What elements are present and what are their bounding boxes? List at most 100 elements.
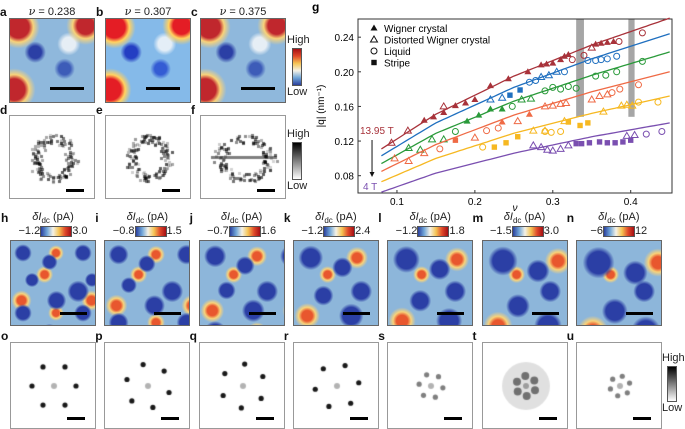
colorbar-gradient (603, 226, 635, 237)
colorbar-min: −1.2 (301, 225, 323, 237)
data-point-open-triangle (371, 36, 378, 42)
data-point-filled-square (579, 141, 584, 146)
colorbar-unit-label: δIdc (pA) (576, 211, 662, 225)
colorbar (292, 48, 302, 86)
scale-bar (437, 312, 464, 315)
nu-value: = 0.375 (226, 6, 266, 18)
y-tick-label: 0.12 (335, 137, 355, 148)
nu-value: = 0.307 (131, 6, 171, 18)
scale-bar (146, 87, 180, 90)
scale-bar (249, 312, 276, 315)
fft-pattern (106, 116, 191, 199)
data-point-filled-square (577, 123, 582, 128)
colorbar: −0.8 1.5 (104, 225, 190, 237)
panel-label: i (95, 211, 98, 225)
panel-label: l (378, 211, 381, 225)
data-point-open-triangle (514, 118, 521, 124)
fft-map (200, 115, 286, 199)
data-point-filled-triangle (487, 82, 494, 88)
unit-symbol: δI (504, 211, 513, 223)
data-point-open-triangle (631, 132, 638, 138)
x-tick-label: 0.1 (390, 197, 404, 208)
colorbar-max: 1.5 (167, 225, 182, 237)
scale-bar (162, 189, 180, 192)
unit-text: (pA) (333, 211, 357, 223)
panel-label: d (0, 103, 7, 117)
real-space-map (105, 18, 191, 103)
data-point-filled-square (605, 140, 610, 145)
panel-label: j (190, 211, 193, 225)
panel-label: k (284, 211, 291, 225)
data-point-open-circle (561, 69, 567, 75)
fft-map (482, 342, 568, 429)
unit-text: (pA) (616, 211, 640, 223)
colorbar: −1.2 3.0 (10, 225, 96, 237)
fft-map (387, 342, 473, 429)
scale-bar (50, 87, 84, 90)
data-point-open-triangle (588, 96, 595, 102)
colorbar-high-label: High (662, 352, 685, 364)
data-point-open-circle (480, 144, 486, 150)
panel-label: r (284, 329, 289, 343)
shaded-band (576, 19, 584, 117)
fft-map (9, 115, 95, 199)
current-map (293, 240, 379, 326)
colorbar-min: −1.2 (396, 225, 418, 237)
colorbar-high-label: High (287, 128, 310, 140)
scale-bar (532, 312, 559, 315)
data-point-open-circle (495, 125, 501, 131)
x-tick-label: 0.2 (468, 197, 482, 208)
data-point-filled-square (585, 120, 590, 125)
scale-bar (256, 417, 274, 420)
panel-label: a (0, 5, 7, 19)
data-point-open-circle (635, 82, 641, 88)
data-point-filled-triangle (464, 118, 471, 124)
data-point-filled-square (573, 141, 578, 146)
data-point-open-circle (452, 129, 458, 135)
data-point-open-circle (437, 146, 443, 152)
current-map (199, 240, 285, 326)
data-point-filled-square (628, 137, 633, 142)
colorbar-gradient (229, 226, 261, 237)
data-point-open-triangle (623, 132, 630, 138)
data-point-open-triangle (596, 93, 603, 99)
data-point-open-circle (604, 56, 610, 62)
unit-text: (pA) (427, 211, 451, 223)
nu-value: = 0.238 (35, 6, 75, 18)
data-point-open-circle (616, 39, 622, 45)
y-tick-label: 0.20 (335, 68, 355, 79)
data-point-filled-triangle (371, 25, 378, 31)
data-point-filled-square (620, 139, 625, 144)
data-point-open-triangle (405, 157, 412, 163)
data-point-open-circle (617, 86, 623, 92)
legend-label: Wigner crystal (384, 24, 447, 35)
panel-label: n (567, 211, 574, 225)
colorbar-gradient (40, 226, 72, 237)
data-point-open-circle (603, 72, 609, 78)
unit-subscript: dc (41, 216, 49, 225)
colorbar-low-label: Low (287, 180, 307, 192)
current-map (387, 240, 473, 326)
data-point-filled-square (517, 87, 522, 92)
unit-subscript: dc (607, 216, 615, 225)
fit-line (381, 34, 669, 156)
data-point-open-triangle (471, 134, 478, 140)
data-point-open-circle (643, 131, 649, 137)
data-point-open-circle (639, 30, 645, 36)
data-point-filled-square (503, 140, 508, 145)
data-point-open-circle (614, 69, 620, 75)
data-point-filled-square (612, 140, 617, 145)
panel-label: h (1, 211, 8, 225)
colorbar-min: −1.5 (490, 225, 512, 237)
panel-label: t (473, 329, 477, 343)
scale-bar (350, 417, 368, 420)
colorbar-low-label: Low (287, 86, 307, 98)
data-point-open-circle (558, 86, 564, 92)
scale-bar (633, 417, 651, 420)
colorbar-max: 12 (635, 225, 647, 237)
data-point-open-triangle (440, 103, 447, 109)
unit-symbol: δI (598, 211, 607, 223)
x-tick-label: 0.3 (546, 197, 560, 208)
x-tick-label: 0.4 (624, 197, 638, 208)
panel-label: e (96, 103, 103, 117)
